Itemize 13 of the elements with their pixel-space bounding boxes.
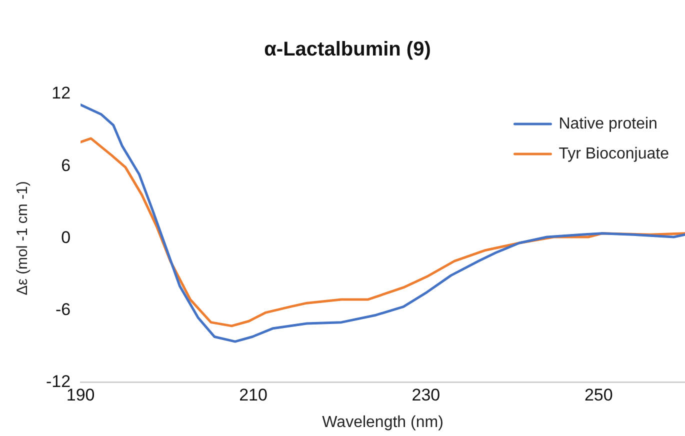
chart-title: α-Lactalbumin (9) xyxy=(264,38,431,61)
y-tick-label: 6 xyxy=(61,156,71,175)
legend-label: Native protein xyxy=(558,115,658,132)
x-tick-label: 250 xyxy=(584,385,613,404)
x-tick-label: 210 xyxy=(239,385,268,404)
x-tick-label: 190 xyxy=(66,385,95,404)
x-tick-label: 230 xyxy=(412,385,440,404)
y-axis-title: Δε (mol -1 cm -1) xyxy=(14,181,32,296)
y-tick-label: 12 xyxy=(52,84,71,103)
y-tick-label: 0 xyxy=(61,228,71,247)
y-tick-label: -6 xyxy=(55,300,71,319)
x-axis-title: Wavelength (nm) xyxy=(322,414,444,431)
legend-label: Tyr Bioconjuate xyxy=(558,145,670,162)
